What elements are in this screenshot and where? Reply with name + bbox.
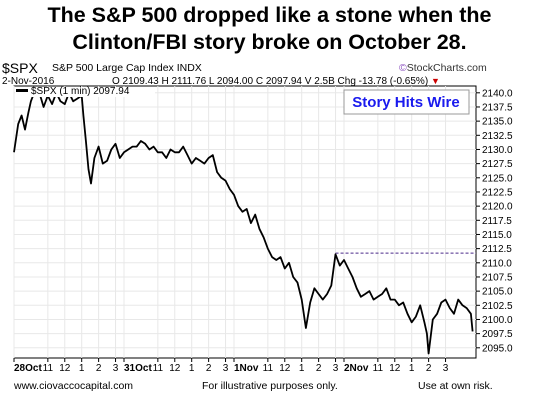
chart-title-line-2: Clinton/FBI story broke on October 28. — [72, 30, 467, 54]
y-tick-label: 2137.5 — [482, 102, 513, 113]
legend-label: $SPX (1 min) 2097.94 — [31, 86, 130, 97]
y-tick-label: 2140.0 — [482, 88, 513, 99]
x-tick-label: 2 — [316, 363, 322, 374]
x-tick-label: 11 — [153, 363, 164, 374]
x-tick-label: 1 — [189, 363, 195, 374]
x-tick-label: 2 — [206, 363, 212, 374]
x-tick-label: 28Oct — [14, 363, 42, 374]
x-tick-label: 1 — [79, 363, 85, 374]
x-tick-label: 1Nov — [234, 363, 259, 374]
x-tick-label: 1 — [299, 363, 305, 374]
price-line-series — [13, 89, 474, 355]
x-tick-label: 2Nov — [344, 363, 369, 374]
x-tick-label: 3 — [333, 363, 339, 374]
x-tick-label: 12 — [279, 363, 291, 374]
footer-disclaimer: For illustrative purposes only. — [202, 380, 338, 392]
y-tick-label: 2097.5 — [482, 329, 513, 340]
y-tick-label: 2115.0 — [482, 230, 512, 241]
y-tick-label: 2095.0 — [482, 343, 513, 354]
chart-title-line-1: The S&P 500 dropped like a stone when th… — [47, 3, 492, 27]
down-arrow-icon: ▼ — [430, 76, 440, 86]
x-tick-label: 11 — [263, 363, 274, 374]
y-tick-label: 2132.5 — [482, 131, 513, 142]
y-tick-label: 2120.0 — [482, 202, 513, 213]
y-tick-label: 2102.5 — [482, 301, 513, 312]
x-tick-label: 12 — [389, 363, 401, 374]
y-tick-label: 2130.0 — [482, 145, 513, 156]
x-tick-label: 3 — [443, 363, 449, 374]
legend-background — [15, 87, 155, 97]
y-tick-label: 2135.0 — [482, 117, 513, 128]
legend: $SPX (1 min) 2097.94 — [15, 86, 155, 97]
ohlc-summary: O 2109.43 H 2111.76 L 2094.00 C 2097.94 … — [112, 76, 440, 87]
x-tick-label: 1 — [409, 363, 415, 374]
legend-swatch — [16, 89, 28, 92]
ticker-symbol: $SPX — [2, 60, 38, 76]
quote-date: 2-Nov-2016 — [2, 76, 55, 87]
x-tick-label: 3 — [223, 363, 229, 374]
x-tick-label: 12 — [169, 363, 181, 374]
y-tick-label: 2125.0 — [482, 173, 513, 184]
y-tick-label: 2105.0 — [482, 287, 513, 298]
y-tick-label: 2112.5 — [482, 244, 512, 255]
annotation-box — [343, 89, 470, 115]
x-tick-label: 2 — [426, 363, 432, 374]
x-axis: 28Oct 11 12 1 2 3 31Oct 11 12 1 2 3 1Nov 11 12 1 2 3 2Nov 1… — [13, 358, 449, 374]
y-tick-label: 2110.0 — [482, 258, 512, 269]
plot-frame — [13, 85, 477, 359]
stockcharts-logo-icon: © — [399, 62, 407, 74]
footer-risk-note: Use at own risk. — [418, 380, 493, 392]
y-tick-label: 2100.0 — [482, 315, 513, 326]
footer-website: www.ciovaccocapital.com — [14, 380, 134, 392]
annotation-text: Story Hits Wire — [352, 94, 459, 111]
x-tick-label: 11 — [43, 363, 54, 374]
x-tick-label: 2 — [96, 363, 102, 374]
x-tick-label: 12 — [59, 363, 71, 374]
y-axis: 2095.0 2097.5 2100.0 2102.5 2105.0 2107.5 2110… — [476, 88, 513, 354]
ohlc-values: O 2109.43 H 2111.76 L 2094.00 C 2097.94 … — [112, 76, 429, 87]
x-tick-label: 3 — [113, 363, 119, 374]
y-tick-label: 2127.5 — [482, 159, 513, 170]
story-annotation: Story Hits Wire — [343, 89, 470, 115]
stockcharts-credit-text: StockCharts.com — [406, 62, 487, 74]
stockcharts-credit: ©StockCharts.com — [399, 62, 487, 74]
x-tick-label: 31Oct — [124, 363, 152, 374]
x-tick-label: 11 — [373, 363, 384, 374]
instrument-name: S&P 500 Large Cap Index INDX — [52, 62, 202, 74]
y-tick-label: 2117.5 — [482, 216, 512, 227]
y-tick-label: 2122.5 — [482, 187, 513, 198]
y-tick-label: 2107.5 — [482, 272, 513, 283]
